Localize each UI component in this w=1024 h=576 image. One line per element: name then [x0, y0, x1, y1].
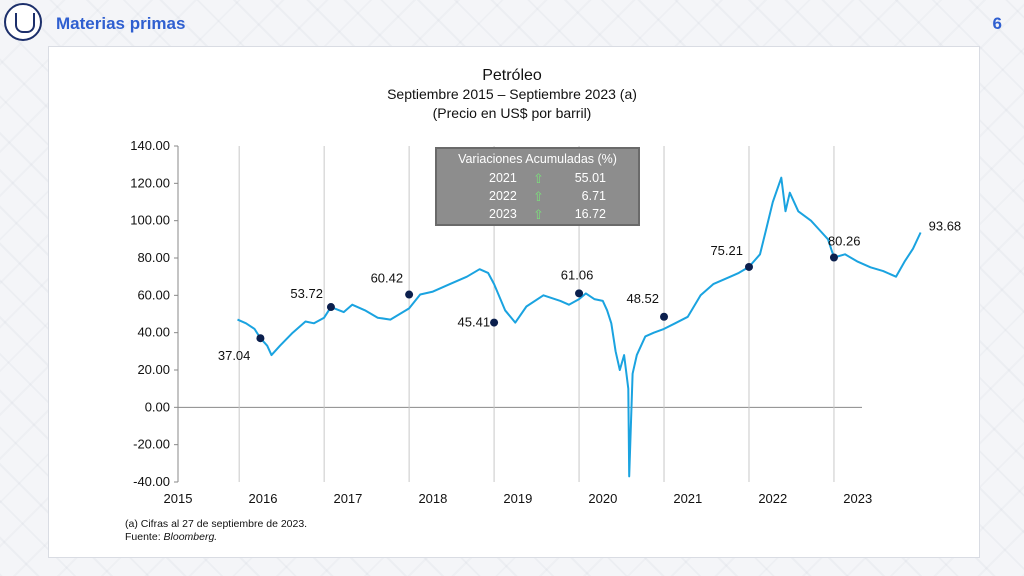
variations-table: Variaciones Acumuladas (%) 2021 ⇧ 55.01 … [435, 147, 640, 226]
y-tick-label: 60.00 [137, 287, 170, 302]
data-point-marker [660, 312, 669, 321]
data-label: 53.72 [290, 286, 323, 301]
x-tick-label: 2021 [673, 491, 702, 506]
chart-unit-label: (Precio en US$ por barril) [433, 105, 592, 121]
data-label: 93.68 [929, 218, 962, 233]
y-tick-label: 40.00 [137, 325, 170, 340]
data-label: 80.26 [828, 234, 861, 249]
data-point-marker [405, 290, 414, 299]
data-point-marker [829, 253, 838, 262]
chart-subtitle: Septiembre 2015 – Septiembre 2023 (a) [387, 86, 637, 102]
variation-value: 6.71 [581, 189, 606, 203]
data-label: 60.42 [371, 271, 404, 286]
variation-value: 55.01 [574, 171, 606, 185]
source-line: Fuente: Bloomberg. [125, 531, 217, 543]
up-arrow-icon: ⇧ [533, 207, 544, 222]
y-tick-label: 140.00 [130, 138, 170, 153]
y-tick-label: -20.00 [133, 437, 170, 452]
data-point-marker [575, 289, 584, 298]
y-tick-label: 20.00 [137, 362, 170, 377]
y-tick-label: 80.00 [137, 250, 170, 265]
variation-row: 2021 ⇧ 55.01 [437, 171, 638, 189]
variation-year: 2023 [489, 207, 517, 221]
page-number: 6 [992, 14, 1002, 33]
up-arrow-icon: ⇧ [533, 189, 544, 204]
y-tick-label: 100.00 [130, 213, 170, 228]
variation-year: 2022 [489, 189, 517, 203]
x-tick-label: 2018 [418, 491, 447, 506]
data-label: 37.04 [218, 348, 251, 363]
variation-year: 2021 [489, 171, 517, 185]
data-point-marker [256, 334, 265, 343]
x-tick-label: 2015 [164, 491, 193, 506]
x-tick-label: 2020 [588, 491, 617, 506]
data-label: 45.41 [458, 315, 491, 330]
x-tick-label: 2017 [333, 491, 362, 506]
data-label: 75.21 [710, 243, 743, 258]
x-tick-label: 2016 [249, 491, 278, 506]
y-tick-label: 0.00 [145, 399, 170, 414]
variation-row: 2022 ⇧ 6.71 [437, 189, 638, 207]
x-tick-label: 2022 [758, 491, 787, 506]
data-point-marker [490, 318, 499, 327]
chart-panel [48, 46, 980, 558]
source-prefix: Fuente: [125, 531, 161, 543]
data-point-marker [744, 262, 753, 271]
footnote: (a) Cifras al 27 de septiembre de 2023. [125, 518, 308, 530]
variations-header: Variaciones Acumuladas (%) [458, 152, 617, 166]
x-tick-label: 2023 [843, 491, 872, 506]
up-arrow-icon: ⇧ [533, 171, 544, 186]
y-tick-label: -40.00 [133, 474, 170, 489]
data-point-marker [326, 303, 335, 312]
data-label: 48.52 [626, 291, 659, 306]
y-tick-label: 120.00 [130, 175, 170, 190]
slide-header: Materias primas 6 [0, 0, 1024, 48]
x-tick-label: 2019 [503, 491, 532, 506]
section-title: Materias primas [56, 14, 186, 33]
oil-price-line [237, 176, 922, 478]
data-label: 61.06 [561, 267, 594, 282]
bank-logo-icon [4, 3, 42, 41]
variation-value: 16.72 [574, 207, 606, 221]
chart-title: Petróleo [482, 67, 542, 84]
variation-row: 2023 ⇧ 16.72 [437, 207, 638, 225]
source-name: Bloomberg. [163, 531, 218, 543]
